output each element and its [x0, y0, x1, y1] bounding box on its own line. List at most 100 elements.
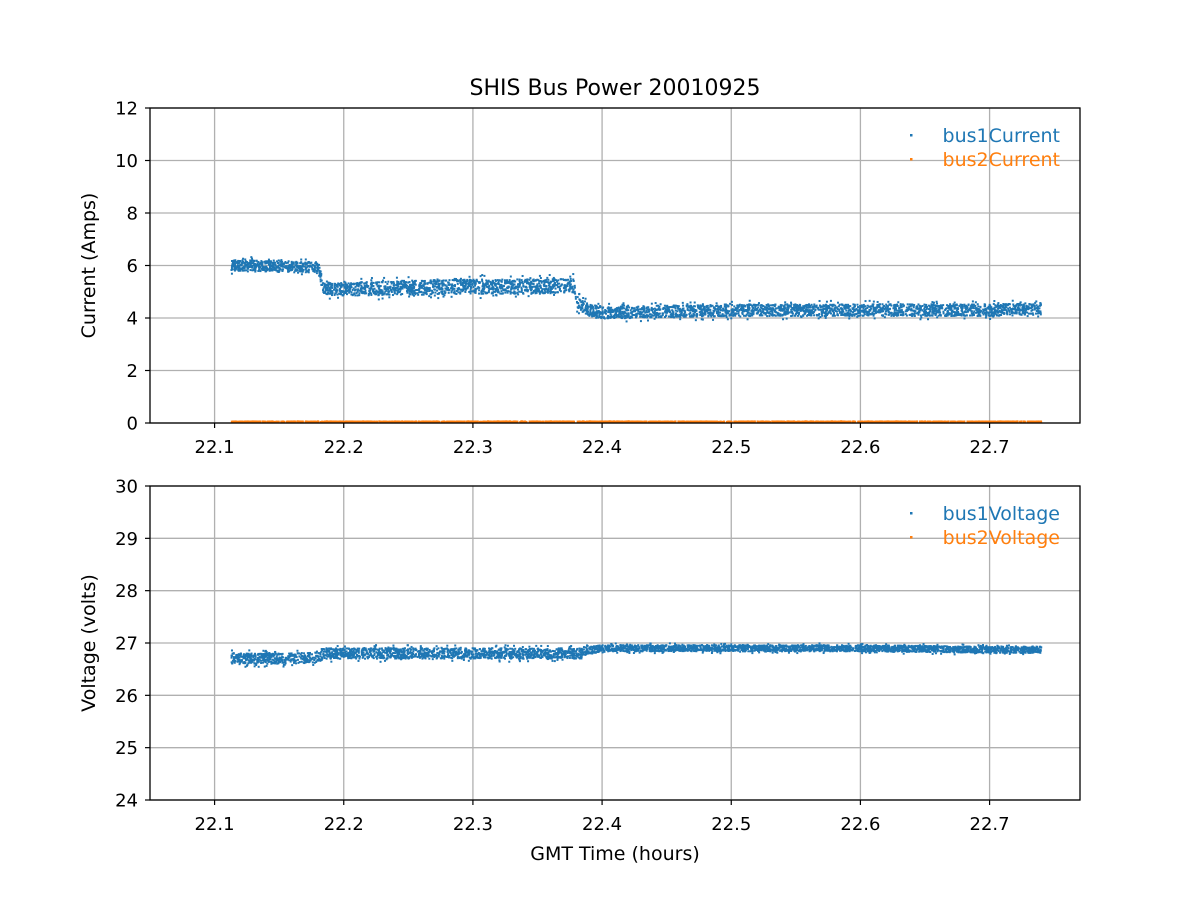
data-point: [351, 283, 354, 286]
data-point: [296, 266, 299, 269]
data-point: [232, 265, 235, 268]
data-point: [681, 307, 684, 310]
data-point: [692, 313, 695, 316]
data-point: [424, 292, 427, 295]
data-point: [576, 302, 579, 305]
data-point: [753, 308, 756, 311]
data-point: [848, 317, 851, 320]
data-point: [390, 280, 393, 283]
data-point: [454, 279, 457, 282]
data-point: [454, 284, 457, 287]
data-point: [591, 306, 594, 309]
data-point: [420, 293, 423, 296]
data-point: [444, 287, 447, 290]
data-point: [806, 314, 809, 317]
data-point: [657, 304, 660, 307]
data-point: [810, 309, 813, 312]
data-point: [376, 281, 379, 284]
data-point: [946, 420, 949, 423]
data-point: [764, 312, 767, 315]
data-point: [860, 309, 863, 312]
data-point: [881, 309, 884, 312]
data-point: [841, 310, 844, 313]
data-point: [906, 308, 909, 311]
data-point: [1020, 303, 1023, 306]
data-point: [399, 290, 402, 293]
data-point: [767, 308, 770, 311]
data-point: [753, 303, 756, 306]
data-point: [874, 307, 877, 310]
data-point: [791, 312, 794, 315]
data-point: [369, 287, 372, 290]
data-point: [979, 311, 982, 314]
data-point: [715, 304, 718, 307]
data-point: [619, 309, 622, 312]
data-point: [1000, 308, 1003, 311]
data-point: [538, 282, 541, 285]
data-point: [787, 305, 790, 308]
data-point: [665, 305, 668, 308]
data-point: [348, 285, 351, 288]
data-point: [261, 262, 264, 265]
data-point: [706, 310, 709, 313]
data-point: [286, 261, 289, 264]
data-point: [581, 305, 584, 308]
data-point: [722, 307, 725, 310]
data-point: [252, 269, 255, 272]
data-point: [269, 263, 272, 266]
data-point: [870, 313, 873, 316]
data-point: [861, 310, 864, 313]
data-point: [255, 259, 258, 262]
data-point: [940, 304, 943, 307]
data-point: [338, 283, 341, 286]
data-point: [768, 311, 771, 314]
data-point: [720, 304, 723, 307]
data-point: [744, 305, 747, 308]
data-point: [352, 283, 355, 286]
data-point: [699, 305, 702, 308]
data-point: [265, 262, 268, 265]
data-point: [462, 281, 465, 284]
data-point: [862, 305, 865, 308]
data-point: [976, 310, 979, 313]
data-point: [678, 309, 681, 312]
data-point: [771, 314, 774, 317]
data-point: [357, 283, 360, 286]
data-point: [457, 288, 460, 291]
data-point: [988, 420, 991, 423]
data-point: [659, 308, 662, 311]
data-point: [436, 292, 439, 295]
data-point: [845, 309, 848, 312]
data-point: [799, 308, 802, 311]
data-point: [895, 312, 898, 315]
data-point: [247, 267, 250, 270]
data-point: [319, 270, 322, 273]
data-point: [389, 285, 392, 288]
data-point: [646, 316, 649, 319]
data-point: [963, 311, 966, 314]
data-point: [422, 291, 425, 294]
data-point: [781, 309, 784, 312]
data-point: [680, 420, 683, 423]
data-point: [843, 307, 846, 310]
data-point: [760, 307, 763, 310]
data-point: [751, 304, 754, 307]
data-point: [568, 290, 571, 293]
data-point: [392, 281, 395, 284]
data-point: [741, 311, 744, 314]
data-point: [328, 289, 331, 292]
data-point: [368, 292, 371, 295]
data-point: [545, 278, 548, 281]
data-point: [453, 287, 456, 290]
data-point: [1003, 312, 1006, 315]
data-point: [466, 278, 469, 281]
data-point: [830, 304, 833, 307]
data-point: [325, 284, 328, 287]
data-point: [1005, 303, 1008, 306]
data-point: [936, 305, 939, 308]
data-point: [504, 282, 507, 285]
data-point: [641, 307, 644, 310]
data-point: [815, 313, 818, 316]
data-point: [505, 281, 508, 284]
data-point: [770, 310, 773, 313]
